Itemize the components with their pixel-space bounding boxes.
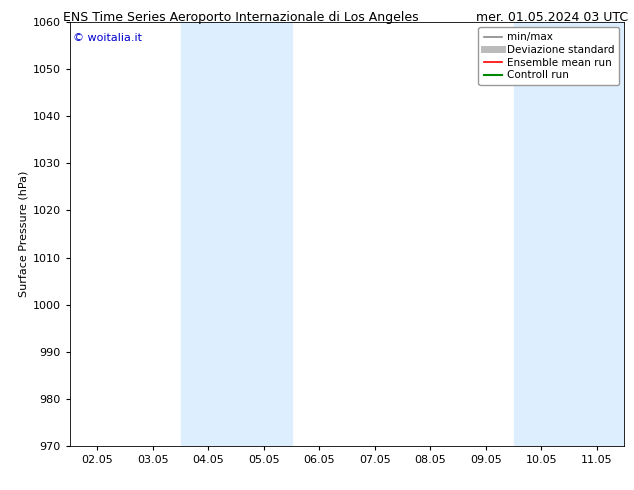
Bar [514,22,624,446]
Text: mer. 01.05.2024 03 UTC: mer. 01.05.2024 03 UTC [476,11,628,24]
Y-axis label: Surface Pressure (hPa): Surface Pressure (hPa) [18,171,29,297]
Text: © woitalia.it: © woitalia.it [72,33,141,43]
Legend: min/max, Deviazione standard, Ensemble mean run, Controll run: min/max, Deviazione standard, Ensemble m… [479,27,619,85]
Bar [181,22,292,446]
Text: ENS Time Series Aeroporto Internazionale di Los Angeles: ENS Time Series Aeroporto Internazionale… [63,11,418,24]
